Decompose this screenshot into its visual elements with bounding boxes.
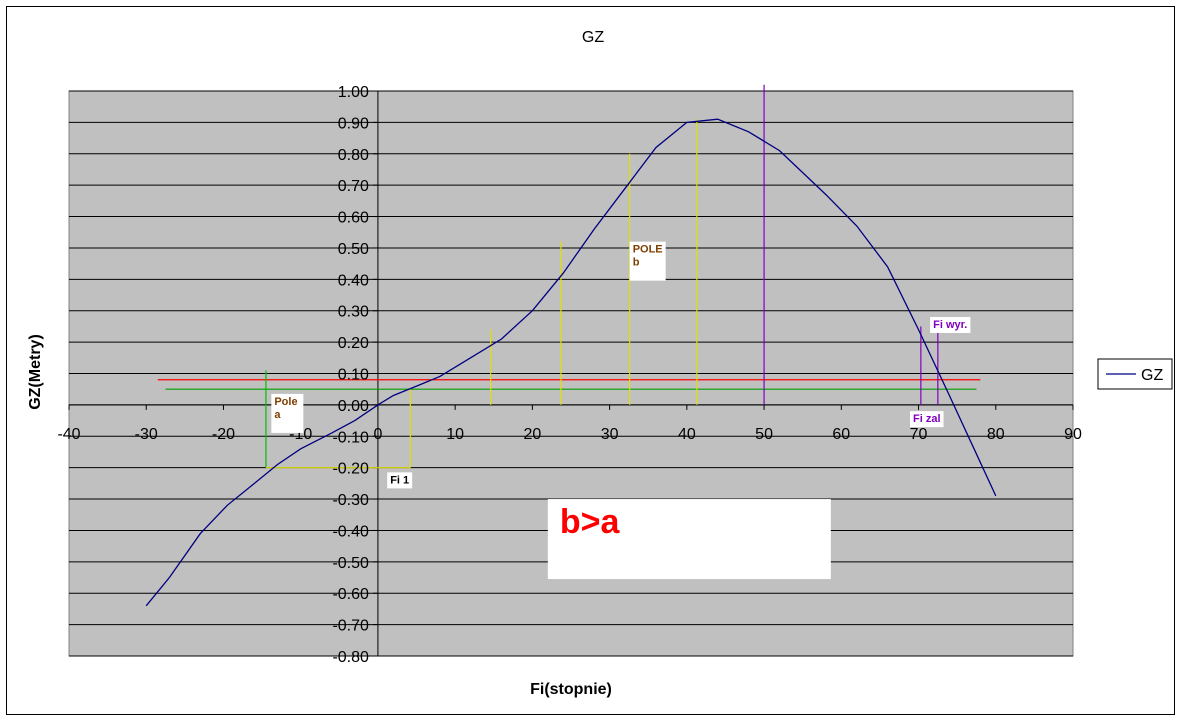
- annotation-line: Fi wyr.: [933, 319, 967, 331]
- annotation-line: Pole: [274, 396, 297, 408]
- annotation: Fi wyr.: [930, 317, 971, 333]
- annotation-text: b>a: [560, 503, 621, 541]
- y-tick-label: 0.10: [338, 367, 369, 384]
- y-axis-label: GZ(Metry): [27, 334, 44, 410]
- y-tick-label: -0.70: [332, 618, 369, 635]
- annotation: POLE b: [629, 241, 666, 281]
- tick-labels: 1.00 0.90 0.80 0.70 0.60 0.50 0.40 0.30 0.20 0.10…: [57, 84, 1082, 666]
- x-tick-label: 80: [987, 426, 1005, 443]
- annotation-box: [271, 393, 304, 433]
- x-tick-label: -20: [212, 426, 235, 443]
- annotation: Pole a: [271, 393, 304, 433]
- x-tick-label: -40: [57, 426, 80, 443]
- annotation: Fi 1: [387, 472, 413, 489]
- annotation-line: a: [274, 409, 281, 421]
- x-tick-label: -30: [135, 426, 158, 443]
- annotation: b>a: [547, 499, 831, 580]
- legend-label-gz: GZ: [1141, 367, 1163, 384]
- annotation-box: [547, 499, 831, 580]
- y-tick-label: 0.90: [338, 115, 369, 132]
- grid-lines: [69, 90, 1073, 657]
- annotation-line: Fi 1: [390, 474, 409, 486]
- y-tick-label: 0.60: [338, 210, 369, 227]
- annotation-line: b: [633, 257, 640, 269]
- annotation-box: [387, 472, 413, 489]
- annotations: Pole a POLE b Fi 1 Fi wyr. Fi zal b>a: [271, 241, 971, 580]
- axes: [68, 90, 1074, 657]
- y-tick-label: -0.30: [332, 492, 369, 509]
- y-tick-label: 0.80: [338, 147, 369, 164]
- y-tick-label: 0.30: [338, 304, 369, 321]
- annotation-box: [910, 411, 944, 428]
- annotation-text: Fi wyr.: [933, 319, 967, 331]
- x-axis-label: Fi(stopnie): [530, 681, 612, 698]
- annotation-text: Fi 1: [390, 474, 409, 486]
- y-tick-label: 1.00: [338, 84, 369, 101]
- y-tick-label: 0.50: [338, 241, 369, 258]
- series-group: [145, 118, 997, 607]
- x-tick-label: 70: [910, 426, 928, 443]
- x-tick-label: 10: [446, 426, 464, 443]
- y-tick-label: -0.50: [332, 555, 369, 572]
- chart-title: GZ: [582, 29, 604, 46]
- x-tick-label: 30: [601, 426, 619, 443]
- annotation-box: [930, 317, 971, 333]
- y-tick-label: -0.40: [332, 523, 369, 540]
- legend: GZ: [1097, 358, 1173, 390]
- x-tick-label: 40: [678, 426, 696, 443]
- annotation: Fi zal: [910, 411, 944, 428]
- y-tick-label: -0.10: [332, 429, 369, 446]
- x-tick-label: 50: [755, 426, 773, 443]
- annotation-line: POLE: [633, 244, 663, 256]
- y-tick-label: 0.70: [338, 178, 369, 195]
- annotation-text: Fi zal: [913, 413, 941, 425]
- y-tick-label: 0.20: [338, 335, 369, 352]
- annotation-text: POLE b: [633, 244, 663, 269]
- y-tick-label: 0.00: [338, 398, 369, 415]
- annotation-box: [629, 241, 666, 281]
- annotation-line: b>a: [560, 503, 621, 541]
- x-tick-label: 60: [832, 426, 850, 443]
- x-tick-label: 20: [523, 426, 541, 443]
- x-tick-label: 90: [1064, 426, 1082, 443]
- y-tick-label: -0.20: [332, 461, 369, 478]
- annotation-line: Fi zal: [913, 413, 941, 425]
- y-tick-label: -0.80: [332, 649, 369, 666]
- y-tick-label: -0.60: [332, 586, 369, 603]
- annotation-text: Pole a: [274, 396, 297, 421]
- series-line-gz: [145, 118, 997, 607]
- y-tick-label: 0.40: [338, 272, 369, 289]
- x-tick-label: 0: [373, 426, 382, 443]
